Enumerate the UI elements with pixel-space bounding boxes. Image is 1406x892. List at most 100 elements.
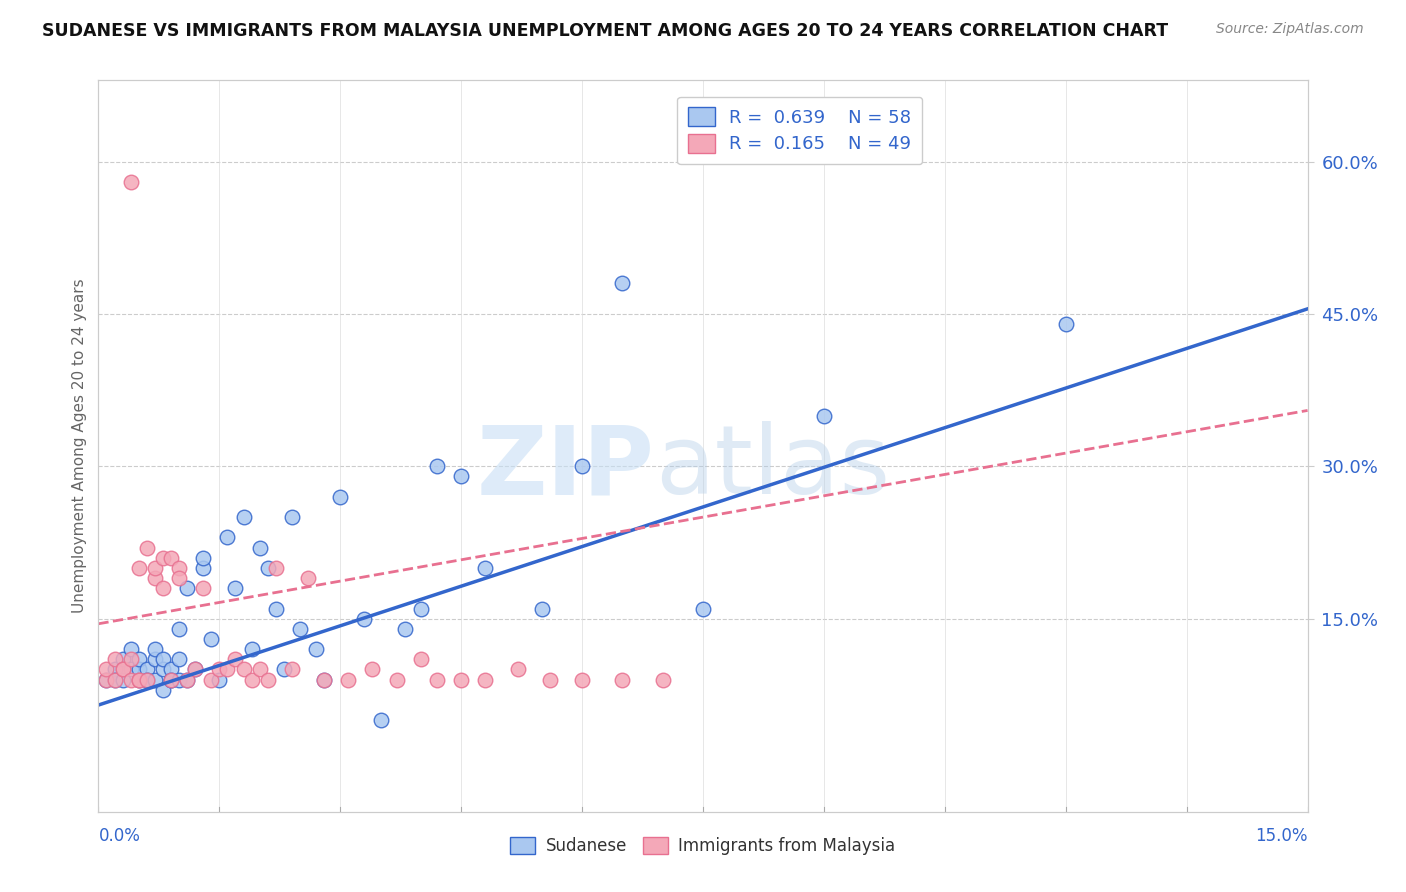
Point — [232, 663, 254, 677]
Point — [176, 673, 198, 687]
Point — [249, 541, 271, 555]
Point — [167, 571, 190, 585]
Point — [612, 277, 634, 291]
Point — [409, 601, 432, 615]
Point — [612, 673, 634, 687]
Point — [111, 673, 134, 687]
Point — [143, 642, 166, 657]
Point — [329, 490, 352, 504]
Point — [152, 663, 174, 677]
Point — [281, 663, 304, 677]
Point — [450, 673, 472, 687]
Point — [152, 682, 174, 697]
Point — [353, 612, 375, 626]
Point — [96, 663, 118, 677]
Point — [152, 581, 174, 595]
Text: 0.0%: 0.0% — [98, 827, 141, 845]
Point — [160, 673, 183, 687]
Point — [143, 561, 166, 575]
Point — [314, 673, 336, 687]
Point — [217, 530, 239, 544]
Point — [135, 673, 157, 687]
Point — [120, 652, 142, 666]
Point — [370, 714, 392, 728]
Point — [143, 673, 166, 687]
Point — [184, 663, 207, 677]
Text: Source: ZipAtlas.com: Source: ZipAtlas.com — [1216, 22, 1364, 37]
Point — [111, 663, 134, 677]
Point — [200, 632, 222, 646]
Point — [506, 663, 529, 677]
Point — [426, 673, 449, 687]
Point — [103, 673, 125, 687]
Point — [96, 673, 118, 687]
Point — [208, 663, 231, 677]
Point — [297, 571, 319, 585]
Point — [240, 673, 263, 687]
Point — [692, 601, 714, 615]
Point — [256, 561, 278, 575]
Point — [143, 652, 166, 666]
Point — [314, 673, 336, 687]
Point — [426, 459, 449, 474]
Point — [264, 601, 287, 615]
Y-axis label: Unemployment Among Ages 20 to 24 years: Unemployment Among Ages 20 to 24 years — [72, 278, 87, 614]
Point — [167, 622, 190, 636]
Legend: Sudanese, Immigrants from Malaysia: Sudanese, Immigrants from Malaysia — [503, 830, 903, 862]
Point — [651, 673, 673, 687]
Point — [176, 673, 198, 687]
Point — [160, 550, 183, 565]
Point — [160, 673, 183, 687]
Text: atlas: atlas — [655, 421, 890, 515]
Point — [281, 510, 304, 524]
Point — [111, 652, 134, 666]
Point — [361, 663, 384, 677]
Point — [135, 673, 157, 687]
Point — [128, 652, 150, 666]
Point — [224, 652, 246, 666]
Point — [120, 642, 142, 657]
Point — [240, 642, 263, 657]
Point — [208, 673, 231, 687]
Point — [538, 673, 561, 687]
Point — [128, 673, 150, 687]
Point — [103, 673, 125, 687]
Point — [96, 673, 118, 687]
Point — [530, 601, 553, 615]
Point — [571, 459, 593, 474]
Point — [1054, 317, 1077, 331]
Point — [167, 673, 190, 687]
Point — [128, 673, 150, 687]
Point — [120, 663, 142, 677]
Point — [273, 663, 295, 677]
Point — [200, 673, 222, 687]
Point — [128, 673, 150, 687]
Point — [385, 673, 408, 687]
Point — [193, 550, 215, 565]
Point — [249, 663, 271, 677]
Point — [409, 652, 432, 666]
Point — [288, 622, 311, 636]
Text: SUDANESE VS IMMIGRANTS FROM MALAYSIA UNEMPLOYMENT AMONG AGES 20 TO 24 YEARS CORR: SUDANESE VS IMMIGRANTS FROM MALAYSIA UNE… — [42, 22, 1168, 40]
Point — [193, 561, 215, 575]
Point — [152, 652, 174, 666]
Point — [474, 673, 496, 687]
Point — [167, 561, 190, 575]
Point — [143, 571, 166, 585]
Point — [135, 663, 157, 677]
Point — [176, 581, 198, 595]
Point — [160, 673, 183, 687]
Point — [193, 581, 215, 595]
Point — [103, 652, 125, 666]
Point — [167, 652, 190, 666]
Point — [120, 673, 142, 687]
Text: 15.0%: 15.0% — [1256, 827, 1308, 845]
Point — [232, 510, 254, 524]
Point — [184, 663, 207, 677]
Point — [128, 561, 150, 575]
Point — [224, 581, 246, 595]
Point — [256, 673, 278, 687]
Point — [305, 642, 328, 657]
Point — [813, 409, 835, 423]
Point — [152, 550, 174, 565]
